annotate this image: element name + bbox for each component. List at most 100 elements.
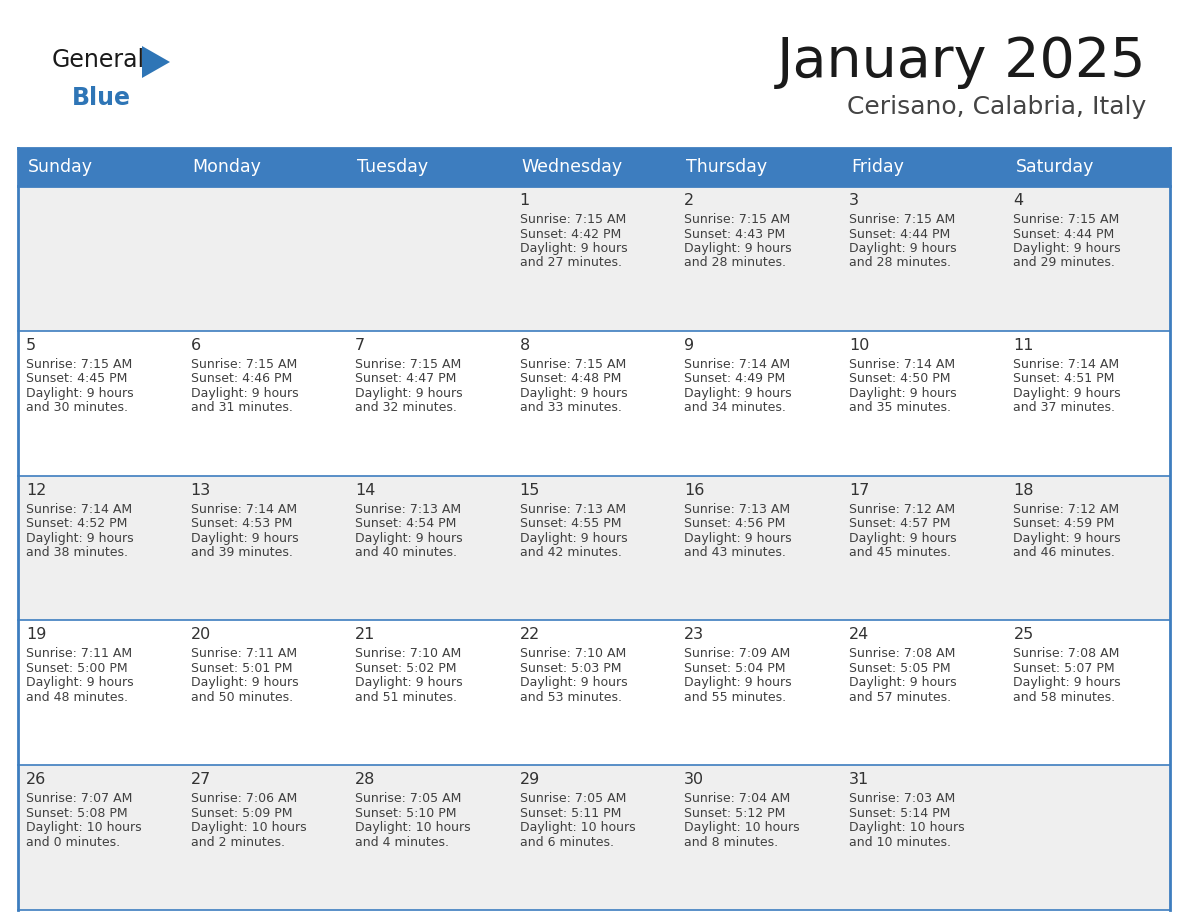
Text: 31: 31 (849, 772, 870, 788)
Text: and 48 minutes.: and 48 minutes. (26, 691, 128, 704)
Text: and 27 minutes.: and 27 minutes. (519, 256, 621, 270)
Text: 26: 26 (26, 772, 46, 788)
Bar (1005, 766, 1170, 910)
Text: Sunset: 5:01 PM: Sunset: 5:01 PM (190, 662, 292, 675)
Text: and 31 minutes.: and 31 minutes. (190, 401, 292, 414)
Text: Daylight: 9 hours: Daylight: 9 hours (26, 532, 133, 544)
Text: Sunrise: 7:15 AM: Sunrise: 7:15 AM (355, 358, 461, 371)
Bar (347, 621, 512, 766)
Text: Sunset: 4:50 PM: Sunset: 4:50 PM (849, 373, 950, 386)
Text: 20: 20 (190, 627, 210, 643)
Text: Sunrise: 7:12 AM: Sunrise: 7:12 AM (849, 502, 955, 516)
Text: Sunrise: 7:05 AM: Sunrise: 7:05 AM (519, 792, 626, 805)
Text: 23: 23 (684, 627, 704, 643)
Text: Daylight: 9 hours: Daylight: 9 hours (355, 386, 463, 400)
Text: 11: 11 (1013, 338, 1034, 353)
Text: Sunset: 5:14 PM: Sunset: 5:14 PM (849, 807, 950, 820)
Text: Daylight: 9 hours: Daylight: 9 hours (190, 677, 298, 689)
Text: Sunset: 5:12 PM: Sunset: 5:12 PM (684, 807, 785, 820)
Bar (18, 186, 183, 330)
Text: Sunset: 4:44 PM: Sunset: 4:44 PM (849, 228, 950, 241)
Text: Sunrise: 7:12 AM: Sunrise: 7:12 AM (1013, 502, 1119, 516)
Text: Daylight: 10 hours: Daylight: 10 hours (684, 822, 800, 834)
Text: and 45 minutes.: and 45 minutes. (849, 546, 950, 559)
Text: Sunset: 4:49 PM: Sunset: 4:49 PM (684, 373, 785, 386)
Bar (841, 186, 1005, 330)
Bar (512, 186, 676, 330)
Bar (183, 148, 347, 186)
Bar (18, 621, 183, 766)
Text: Sunrise: 7:10 AM: Sunrise: 7:10 AM (519, 647, 626, 660)
Text: Cerisano, Calabria, Italy: Cerisano, Calabria, Italy (847, 95, 1146, 119)
Text: Daylight: 9 hours: Daylight: 9 hours (849, 677, 956, 689)
Bar (512, 476, 676, 621)
Text: and 33 minutes.: and 33 minutes. (519, 401, 621, 414)
Text: and 4 minutes.: and 4 minutes. (355, 835, 449, 849)
Bar (18, 766, 183, 910)
Text: Sunrise: 7:15 AM: Sunrise: 7:15 AM (684, 213, 790, 226)
Text: Sunset: 5:07 PM: Sunset: 5:07 PM (1013, 662, 1116, 675)
Text: Sunrise: 7:08 AM: Sunrise: 7:08 AM (1013, 647, 1120, 660)
Text: and 29 minutes.: and 29 minutes. (1013, 256, 1116, 270)
Text: Sunset: 4:46 PM: Sunset: 4:46 PM (190, 373, 292, 386)
Bar (841, 148, 1005, 186)
Text: and 46 minutes.: and 46 minutes. (1013, 546, 1116, 559)
Text: 7: 7 (355, 338, 365, 353)
Text: Daylight: 9 hours: Daylight: 9 hours (849, 532, 956, 544)
Bar (18, 476, 183, 621)
Text: Daylight: 9 hours: Daylight: 9 hours (519, 242, 627, 255)
Bar (183, 476, 347, 621)
Text: 3: 3 (849, 193, 859, 208)
Text: 25: 25 (1013, 627, 1034, 643)
Text: and 51 minutes.: and 51 minutes. (355, 691, 457, 704)
Text: Daylight: 9 hours: Daylight: 9 hours (355, 677, 463, 689)
Text: 5: 5 (26, 338, 36, 353)
Bar (841, 330, 1005, 476)
Text: General: General (52, 48, 145, 72)
Text: and 2 minutes.: and 2 minutes. (190, 835, 285, 849)
Text: Monday: Monday (192, 158, 261, 176)
Text: Sunset: 4:53 PM: Sunset: 4:53 PM (190, 517, 292, 530)
Text: Daylight: 9 hours: Daylight: 9 hours (190, 386, 298, 400)
Text: Sunrise: 7:10 AM: Sunrise: 7:10 AM (355, 647, 461, 660)
Bar (676, 148, 841, 186)
Text: Blue: Blue (72, 86, 131, 110)
Text: Thursday: Thursday (687, 158, 767, 176)
Text: Sunset: 4:42 PM: Sunset: 4:42 PM (519, 228, 621, 241)
Bar (18, 148, 183, 186)
Bar (512, 766, 676, 910)
Bar (347, 186, 512, 330)
Text: and 58 minutes.: and 58 minutes. (1013, 691, 1116, 704)
Polygon shape (143, 46, 170, 78)
Text: 12: 12 (26, 483, 46, 498)
Text: 15: 15 (519, 483, 541, 498)
Text: Daylight: 10 hours: Daylight: 10 hours (355, 822, 470, 834)
Text: 2: 2 (684, 193, 695, 208)
Text: and 57 minutes.: and 57 minutes. (849, 691, 950, 704)
Text: Daylight: 9 hours: Daylight: 9 hours (190, 532, 298, 544)
Text: January 2025: January 2025 (777, 35, 1146, 89)
Text: Sunset: 5:08 PM: Sunset: 5:08 PM (26, 807, 127, 820)
Text: Daylight: 9 hours: Daylight: 9 hours (1013, 677, 1121, 689)
Text: 10: 10 (849, 338, 870, 353)
Text: 17: 17 (849, 483, 870, 498)
Text: Sunrise: 7:14 AM: Sunrise: 7:14 AM (684, 358, 790, 371)
Text: 30: 30 (684, 772, 704, 788)
Text: 9: 9 (684, 338, 695, 353)
Text: and 8 minutes.: and 8 minutes. (684, 835, 778, 849)
Text: 6: 6 (190, 338, 201, 353)
Bar (676, 621, 841, 766)
Text: Sunset: 4:45 PM: Sunset: 4:45 PM (26, 373, 127, 386)
Text: Sunset: 4:56 PM: Sunset: 4:56 PM (684, 517, 785, 530)
Text: Sunrise: 7:08 AM: Sunrise: 7:08 AM (849, 647, 955, 660)
Text: Daylight: 9 hours: Daylight: 9 hours (684, 386, 792, 400)
Text: and 37 minutes.: and 37 minutes. (1013, 401, 1116, 414)
Text: Daylight: 10 hours: Daylight: 10 hours (190, 822, 307, 834)
Text: Sunrise: 7:03 AM: Sunrise: 7:03 AM (849, 792, 955, 805)
Bar (1005, 330, 1170, 476)
Text: 21: 21 (355, 627, 375, 643)
Text: and 53 minutes.: and 53 minutes. (519, 691, 621, 704)
Text: Daylight: 9 hours: Daylight: 9 hours (684, 242, 792, 255)
Text: Daylight: 9 hours: Daylight: 9 hours (684, 532, 792, 544)
Text: Daylight: 9 hours: Daylight: 9 hours (26, 677, 133, 689)
